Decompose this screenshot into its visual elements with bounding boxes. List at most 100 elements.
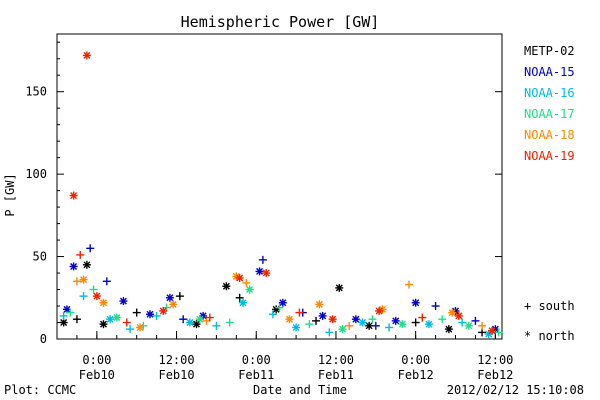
data-point (192, 320, 201, 329)
data-point (405, 280, 414, 289)
x-tick-date-label: Feb11 (318, 368, 354, 382)
plot-credit: Plot: CCMC (4, 383, 77, 397)
data-point (448, 308, 457, 317)
plot-timestamp: 2012/02/12 15:10:08 (446, 383, 584, 397)
x-tick-label: 12:00 (318, 353, 354, 367)
x-tick-label: 12:00 (477, 353, 513, 367)
y-tick-label: 0 (40, 332, 47, 346)
data-point (351, 315, 360, 324)
x-tick-date-label: Feb12 (398, 368, 434, 382)
data-point (89, 285, 98, 294)
x-tick-label: 0:00 (401, 353, 430, 367)
y-axis-label: P [GW] (3, 173, 17, 216)
data-point (145, 310, 154, 319)
x-tick-date-label: Feb10 (158, 368, 194, 382)
data-point (371, 321, 380, 330)
data-point (152, 311, 161, 320)
data-point (126, 325, 135, 334)
data-point (159, 306, 168, 315)
data-point (185, 318, 194, 327)
data-point (411, 318, 420, 327)
data-point (122, 318, 131, 327)
data-point (345, 321, 354, 330)
data-point (358, 318, 367, 327)
data-point (278, 298, 287, 307)
data-point (222, 282, 231, 291)
data-point (385, 323, 394, 332)
x-tick-label: 12:00 (158, 353, 194, 367)
data-point (305, 320, 314, 329)
data-point (424, 320, 433, 329)
data-point (295, 308, 304, 317)
data-point (458, 318, 467, 327)
data-point (92, 292, 101, 301)
x-tick-date-label: Feb11 (238, 368, 274, 382)
data-point (391, 316, 400, 325)
data-point (205, 313, 214, 322)
data-point (82, 51, 91, 60)
data-point (179, 315, 188, 324)
data-point (318, 311, 327, 320)
data-point (368, 315, 377, 324)
y-axis: 0 50 100 150 (25, 41, 502, 346)
data-point (268, 310, 277, 319)
data-point (494, 328, 503, 337)
data-point (102, 277, 111, 286)
x-tick-date-label: Feb10 (79, 368, 115, 382)
chart-title: Hemispheric Power [GW] (181, 13, 380, 31)
data-point (79, 292, 88, 301)
data-point (285, 315, 294, 324)
legend: METP-02 NOAA-15 NOAA-16 NOAA-17 NOAA-18 NOAA-… (524, 44, 575, 163)
data-point (438, 315, 447, 324)
data-point (112, 313, 121, 322)
marker-legend-entry: * north (524, 329, 575, 343)
data-point (76, 250, 85, 259)
data-point (464, 321, 473, 330)
data-point (328, 315, 337, 324)
data-point (242, 278, 251, 287)
data-point (275, 303, 284, 312)
marker-legend: + south * north (524, 299, 575, 343)
data-point (66, 308, 75, 317)
data-point (136, 323, 145, 332)
data-point (72, 315, 81, 324)
data-point (444, 325, 453, 334)
y-tick-label: 100 (25, 167, 47, 181)
data-point (119, 297, 128, 306)
data-point (99, 320, 108, 329)
legend-entry: NOAA-18 (524, 128, 575, 142)
legend-entry: METP-02 (524, 44, 575, 58)
data-point (315, 300, 324, 309)
data-point (86, 244, 95, 253)
data-point (235, 274, 244, 282)
data-point (235, 293, 244, 302)
data-point (79, 275, 88, 284)
data-point (454, 311, 463, 320)
data-point (325, 328, 334, 337)
data-point (338, 325, 347, 334)
data-point (312, 316, 321, 325)
data-point (69, 262, 78, 271)
data-point (398, 320, 407, 329)
plot-frame (56, 33, 503, 340)
data-point (411, 298, 420, 307)
data-point (132, 308, 141, 317)
data-point (245, 285, 254, 294)
x-tick-date-label: Feb12 (477, 368, 513, 382)
legend-entry: NOAA-19 (524, 149, 575, 163)
x-tick-label: 0:00 (82, 353, 111, 367)
marker-legend-entry: + south (524, 299, 575, 313)
data-point (431, 302, 440, 311)
data-point (292, 323, 301, 332)
data-point (488, 326, 497, 335)
data-point (62, 305, 71, 314)
data-points (59, 51, 503, 339)
data-point (106, 315, 115, 324)
data-point (225, 318, 234, 327)
data-point (471, 316, 480, 325)
data-point (262, 269, 271, 278)
data-point (72, 277, 81, 286)
y-tick-label: 50 (33, 250, 47, 264)
legend-entry: NOAA-17 (524, 107, 575, 121)
